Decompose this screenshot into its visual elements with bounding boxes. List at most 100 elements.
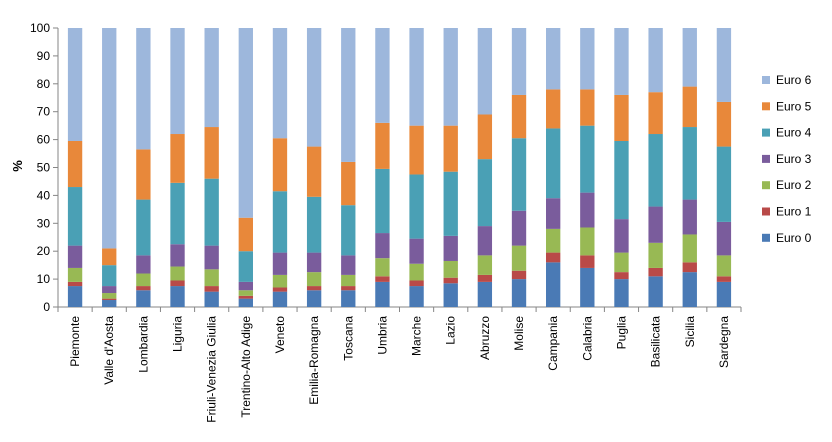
bar-segment [102,265,117,287]
y-tick-label: 100 [30,21,50,35]
bar-segment [409,174,424,239]
bar-segment [341,290,356,307]
bar-segment [272,291,288,307]
x-category-label: Emilia-Romagna [307,316,321,405]
bar-segment [477,274,493,282]
x-category-label: Sicilia [683,316,697,348]
y-tick-label: 40 [37,188,51,202]
bar-segment [341,255,356,275]
bar-segment [67,245,83,268]
bar-segment [580,192,595,228]
bar-segment [67,281,83,287]
bar-segment [511,279,527,307]
bar-segment [375,276,390,282]
bar-segment [716,281,732,307]
x-category-label: Marche [410,316,424,356]
bar-segment [341,286,356,291]
bar-segment [477,114,493,160]
bar-segment [204,245,219,270]
legend-label: Euro 5 [776,99,812,113]
bar-segment [341,205,356,256]
x-category-label: Toscana [341,316,355,361]
bar-segment [511,210,527,246]
x-category-label: Calabria [580,316,594,361]
bar-segment [409,280,424,287]
bar-segment [511,94,527,139]
bar-segment [546,89,561,129]
bar-segment [648,28,663,93]
bar-segment [511,270,527,280]
legend-label: Euro 1 [776,205,812,219]
x-category-label: Umbria [375,316,389,355]
bar-segment [67,28,83,141]
bar-segment [580,89,595,126]
bar-segment [170,28,185,135]
bar-segment [375,168,390,234]
bar-segment [238,217,253,252]
bar-segment [443,235,458,261]
bar-segment [648,276,663,307]
bar-segment [204,178,219,246]
bar-segment [648,242,663,268]
bar-segment [136,28,151,150]
bar-segment [170,266,185,281]
bar-segment [511,28,527,95]
bar-segment [204,269,219,287]
bar-segment [102,300,117,307]
bar-segment [272,274,288,288]
bar-segment [443,171,458,236]
bar-segment [375,233,390,259]
bar-segment [546,128,561,199]
bar-segment [204,127,219,179]
x-category-label: Lazio [444,316,458,345]
bar-segment [546,198,561,229]
bar-segment [67,187,83,246]
x-category-label: Valle d'Aosta [102,316,116,385]
bar-segment [614,272,629,280]
bar-segment [682,28,697,87]
bar-segment [546,252,561,263]
legend-label: Euro 6 [776,73,812,87]
bar-segment [170,134,185,183]
y-tick-label: 20 [37,244,51,258]
bar-segment [546,228,561,253]
x-category-label: Molise [512,316,526,351]
bar-segment [443,283,458,307]
bar-segment [102,28,117,249]
y-tick-label: 80 [37,77,51,91]
bar-segment [67,141,83,188]
bar-segment [238,298,253,307]
legend-swatch [762,233,770,242]
bar-segment [614,28,629,95]
y-tick-label: 50 [37,161,51,175]
bar-segment [204,28,219,128]
bar-segment [580,267,595,307]
legend-label: Euro 3 [776,152,812,166]
x-category-label: Campania [546,316,560,371]
bar-segment [580,28,595,90]
bar-segment [272,138,288,192]
bar-segment [443,125,458,172]
x-category-label: Trentino-Alto Adige [239,316,253,418]
bar-segment [136,149,151,200]
bar-segment [341,161,356,206]
y-tick-label: 0 [43,300,50,314]
legend: Euro 6 Euro 5 Euro 4 Euro 3 Euro 2 Euro 1 Euro… [762,73,812,245]
bar-segment [272,252,288,275]
bar-segment [511,138,527,211]
bar-segment [136,199,151,256]
y-tick-label: 10 [37,272,51,286]
bar-segment [648,92,663,135]
bar-segment [614,252,629,273]
y-tick-label: 30 [37,216,51,230]
legend-label: Euro 4 [776,126,812,140]
bar-segment [375,28,390,123]
bar-segment [136,255,151,274]
bar-segment [272,28,288,139]
bar-segment [170,280,185,287]
bar-segment [716,255,732,277]
bar-segment [375,258,390,277]
bar-segment [238,290,253,296]
bar-segment [477,226,493,256]
